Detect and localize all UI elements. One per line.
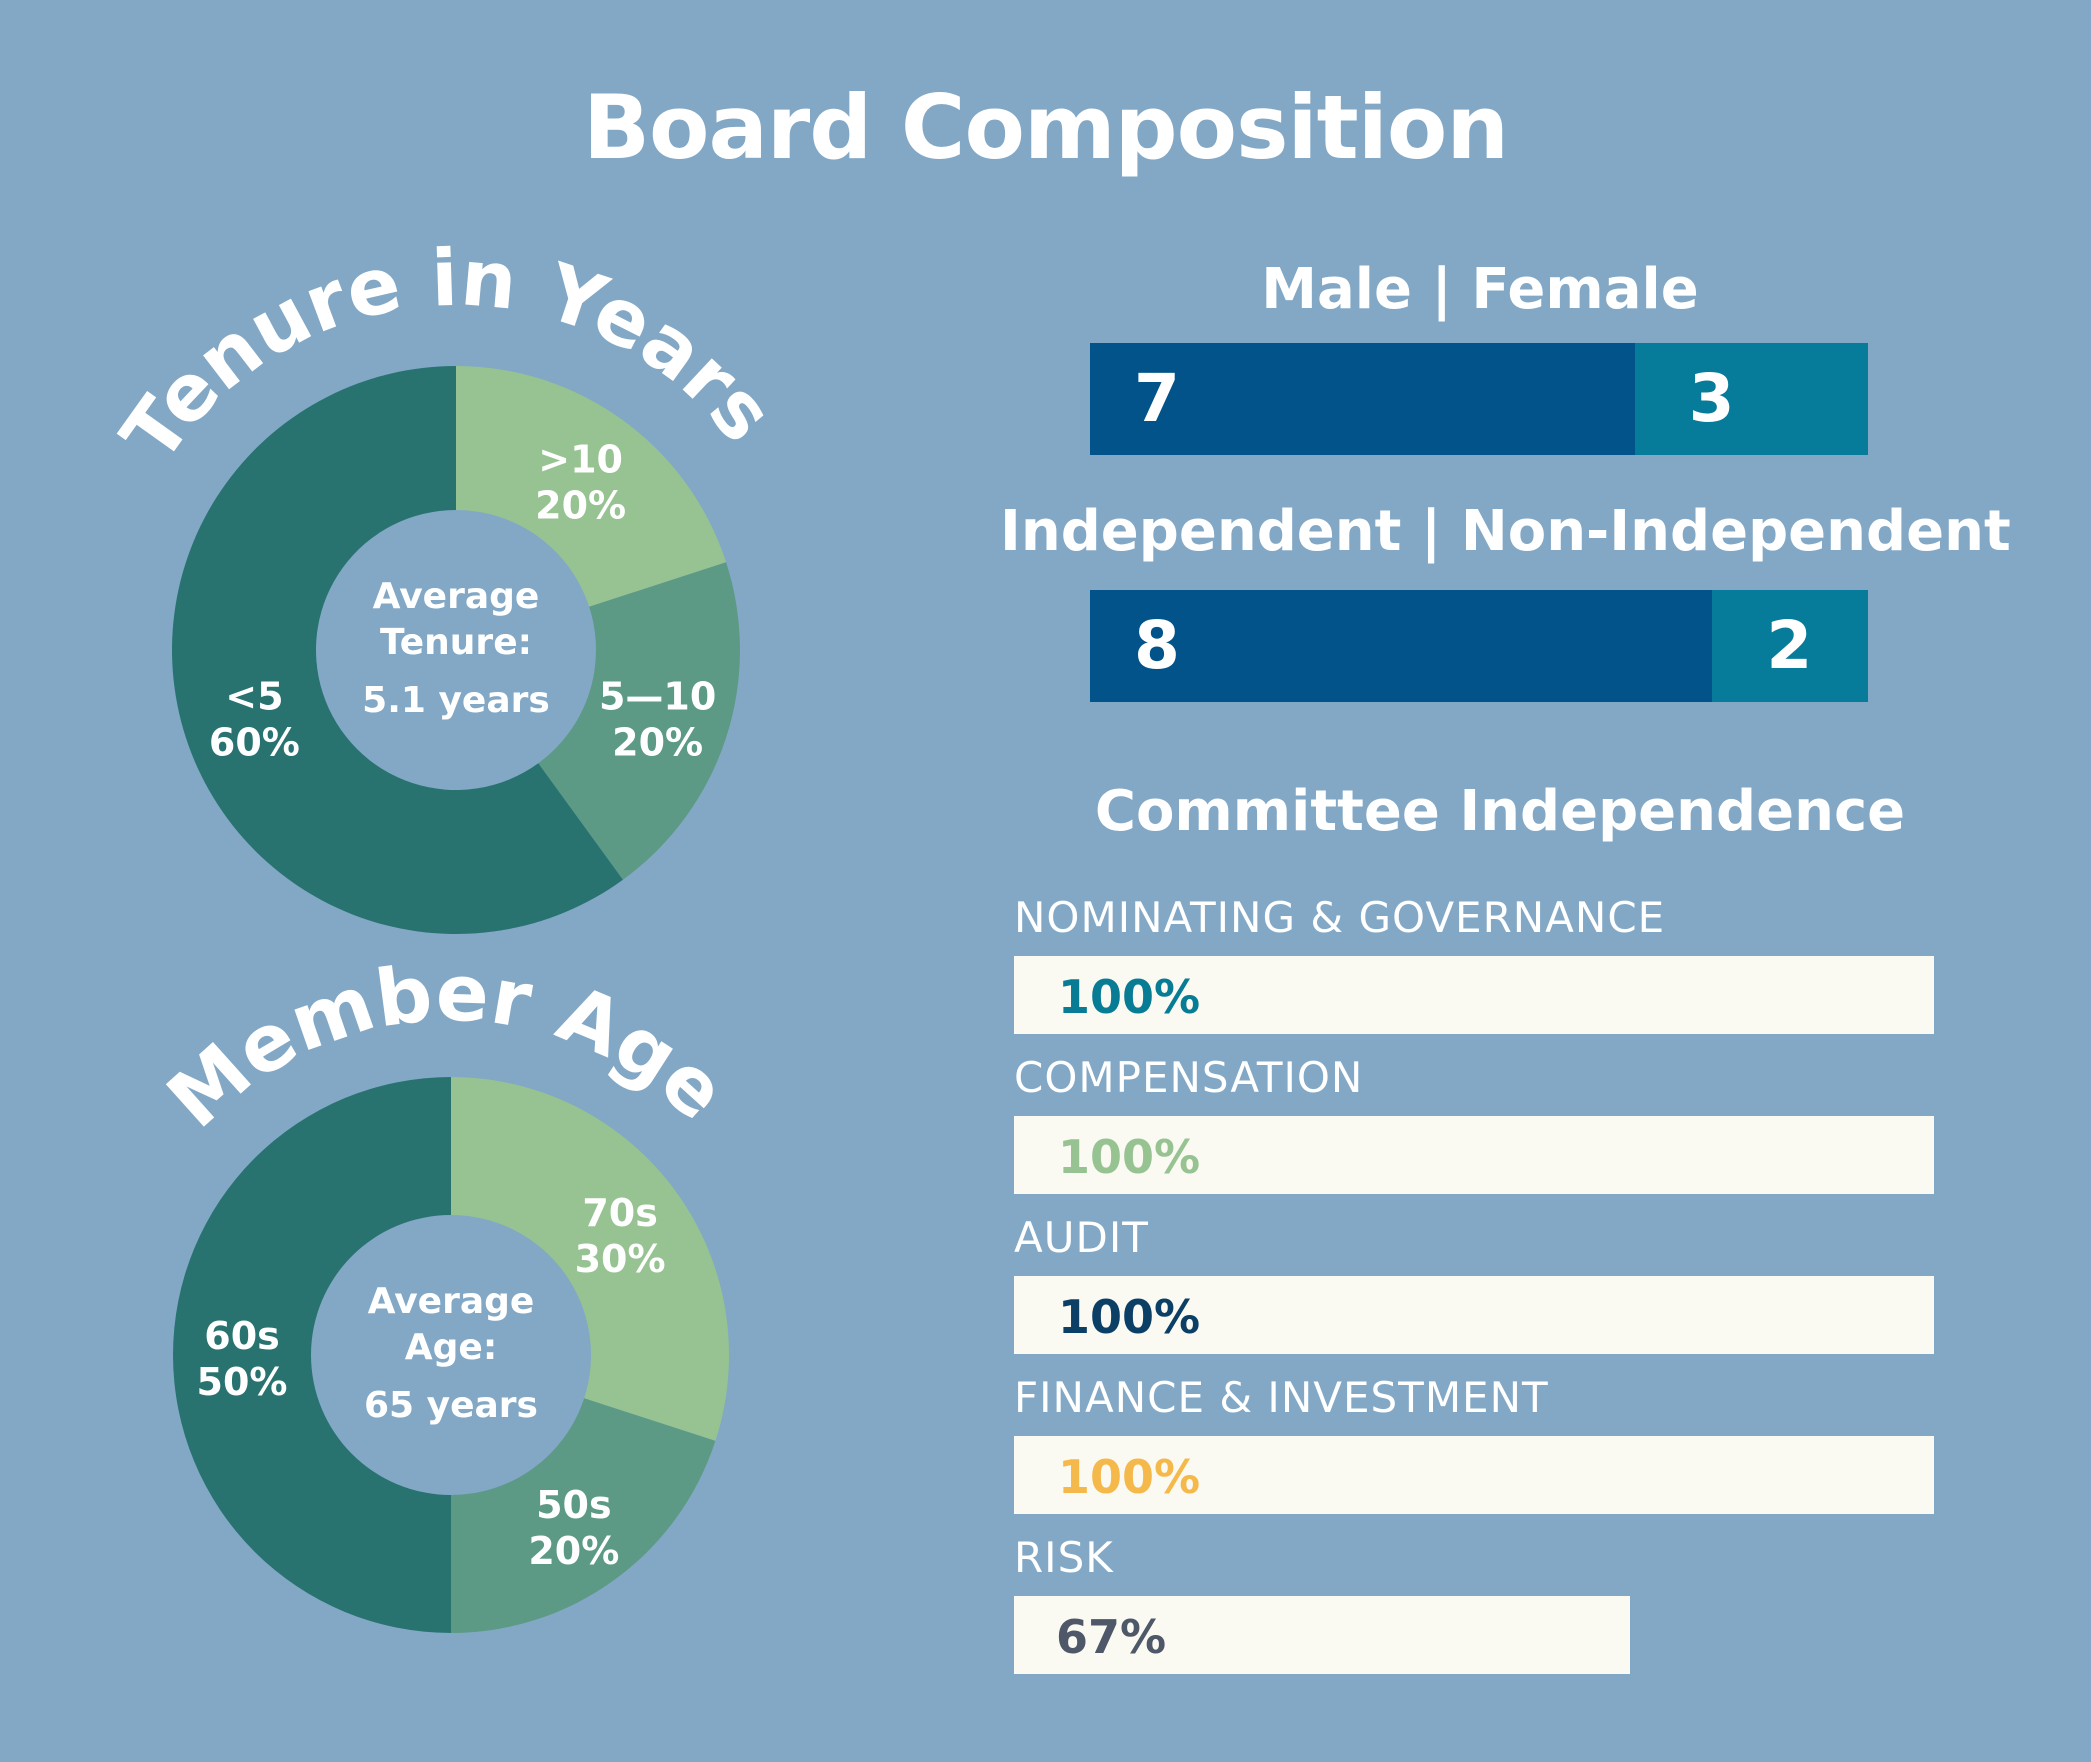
slice-value-label: 20%: [528, 1529, 619, 1573]
committee-bar-fill: 100%: [1014, 1436, 1934, 1514]
split-bar-segment-male: 7: [1090, 343, 1635, 455]
gender-heading: Male | Female: [1261, 257, 1699, 322]
committee-name: NOMINATING & GOVERNANCE: [1014, 893, 1666, 942]
donut-slice: [456, 366, 727, 607]
committee-bar-fill: 100%: [1014, 1276, 1934, 1354]
committee-bar-fill: 67%: [1014, 1596, 1631, 1674]
committee-name: RISK: [1014, 1533, 1114, 1582]
slice-value-label: 50%: [197, 1360, 288, 1404]
slice-value-label: 30%: [575, 1237, 666, 1281]
donut-slice: [173, 1077, 451, 1633]
split-bar-segment-female: 3: [1634, 343, 1868, 455]
committee-row: RISK 67%: [1014, 1520, 1934, 1680]
slice-category-label: 70s: [582, 1191, 658, 1235]
split-bar-segment-independent: 8: [1090, 590, 1713, 702]
committee-bar-track: 100%: [1014, 1436, 1934, 1514]
committee-bar-track: 67%: [1014, 1596, 1934, 1674]
committee-heading: Committee Independence: [1094, 779, 1906, 844]
committee-row: COMPENSATION 100%: [1014, 1040, 1934, 1200]
committee-list: NOMINATING & GOVERNANCE 100% COMPENSATION 1…: [1014, 880, 1934, 1680]
slice-value-label: 20%: [535, 483, 626, 527]
donut-slice: [451, 1077, 729, 1441]
slice-value-label: 20%: [612, 721, 703, 765]
committee-bar-fill: 100%: [1014, 956, 1934, 1034]
slice-category-label: 50s: [536, 1483, 612, 1527]
slice-category-label: 60s: [204, 1314, 280, 1358]
independence-heading: Independent | Non-Independent: [1000, 499, 2011, 564]
committee-bar-track: 100%: [1014, 956, 1934, 1034]
slice-category-label: >10: [538, 437, 623, 481]
committee-bar-fill: 100%: [1014, 1116, 1934, 1194]
slice-category-label: <5: [225, 675, 283, 719]
slice-category-label: 5—10: [599, 675, 716, 719]
center-label-line2: Tenure:: [380, 622, 532, 663]
committee-name: COMPENSATION: [1014, 1053, 1364, 1102]
center-label-value: 65 years: [364, 1385, 538, 1426]
center-label-value: 5.1 years: [362, 680, 550, 721]
center-label-line1: Average: [368, 1281, 535, 1322]
slice-value-label: 60%: [209, 721, 300, 765]
committee-row: FINANCE & INVESTMENT 100%: [1014, 1360, 1934, 1520]
center-label-line1: Average: [373, 576, 540, 617]
committee-bar-track: 100%: [1014, 1116, 1934, 1194]
page-title: Board Composition: [582, 76, 1509, 179]
committee-name: FINANCE & INVESTMENT: [1014, 1373, 1549, 1422]
center-label-line2: Age:: [405, 1327, 497, 1368]
split-bar-segment-non-independent: 2: [1712, 590, 1868, 702]
donut-slice: [171, 365, 623, 935]
committee-name: AUDIT: [1014, 1213, 1149, 1262]
donut-slice: [451, 1398, 716, 1633]
committee-row: AUDIT 100%: [1014, 1200, 1934, 1360]
donut-slice: [538, 562, 740, 880]
committee-bar-track: 100%: [1014, 1276, 1934, 1354]
committee-row: NOMINATING & GOVERNANCE 100%: [1014, 880, 1934, 1040]
